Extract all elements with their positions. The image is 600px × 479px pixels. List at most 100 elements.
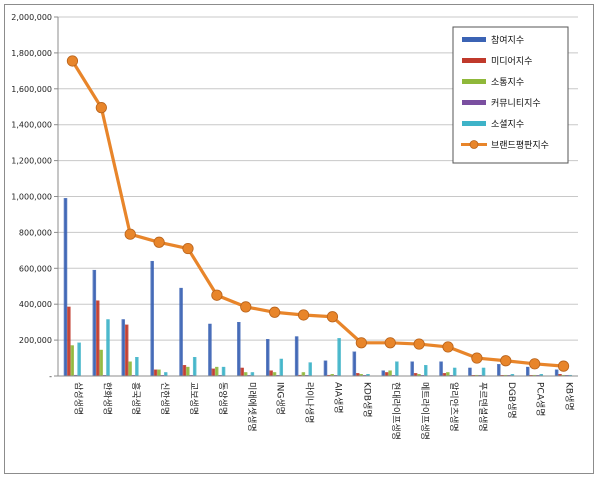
line-layer: [66, 55, 570, 372]
bar-미디어지수-동양생명: [211, 368, 216, 377]
x-category-label: 푸르덴셜생명: [477, 382, 488, 432]
legend-swatch: [462, 79, 486, 84]
bar-미디어지수-ING생명: [269, 370, 273, 377]
y-tick-label: 1,600,000: [11, 85, 52, 94]
line-point-AIA생명: [326, 311, 339, 323]
bar-미디어지수-신한생명: [153, 369, 158, 377]
legend-marker: [469, 140, 479, 149]
line-point-교보생명: [182, 242, 194, 255]
x-category-label: 한화생명: [101, 382, 112, 415]
y-tick-label: 1,000,000: [11, 193, 52, 202]
x-category-label: KB생명: [564, 382, 575, 411]
x-category-label: 교보생명: [188, 382, 199, 415]
legend-label: 미디어지수: [491, 56, 532, 67]
bar-참여지수-ING생명: [266, 339, 270, 377]
x-category-label: 삼성생명: [72, 382, 83, 415]
bar-소셜지수-동양생명: [221, 366, 226, 377]
bar-참여지수-알리안츠생명: [439, 361, 443, 377]
bar-참여지수-AIA생명: [323, 360, 328, 377]
line-point-ING생명: [269, 306, 281, 318]
bar-참여지수-KB생명: [554, 369, 559, 377]
bar-참여지수-동양생명: [208, 323, 212, 377]
bar-소셜지수-한화생명: [106, 319, 110, 377]
legend-swatch: [462, 100, 486, 105]
x-category-label: 미래에셋생명: [246, 382, 257, 432]
bar-소셜지수-현대라이프생명: [395, 361, 399, 377]
bar-참여지수-한화생명: [92, 269, 97, 377]
x-category-label: 메트라이프생명: [419, 382, 430, 440]
x-category-label: KDB생명: [361, 382, 372, 418]
legend-swatch: [462, 37, 486, 42]
bar-참여지수-KDB생명: [352, 351, 357, 377]
legend-box: [452, 26, 569, 164]
line-point-동양생명: [211, 289, 223, 301]
bar-소셜지수-AIA생명: [337, 338, 341, 377]
y-tick-label: 1,800,000: [11, 49, 52, 58]
legend-swatch: [462, 58, 486, 63]
x-category-label: DGB생명: [506, 382, 517, 419]
y-tick-label: -: [49, 372, 52, 381]
bar-미디어지수-교보생명: [182, 365, 187, 377]
bar-미디어지수-흥국생명: [124, 324, 129, 377]
line-point-신한생명: [153, 236, 165, 248]
bar-미디어지수-미래에셋생명: [240, 367, 244, 377]
y-tick-label: 400,000: [19, 300, 52, 309]
bar-소셜지수-미래에셋생명: [250, 372, 255, 377]
y-tick-label: 600,000: [19, 264, 52, 273]
line-point-KDB생명: [355, 337, 367, 349]
bar-참여지수-미래에셋생명: [237, 321, 241, 377]
legend-label: 커뮤니티지수: [491, 98, 541, 109]
line-point-PCA생명: [529, 358, 541, 370]
line-point-현대라이프생명: [384, 337, 396, 349]
bar-미디어지수-현대라이프생명: [384, 372, 389, 377]
line-point-푸르덴셜생명: [471, 352, 483, 364]
line-point-미래에셋생명: [240, 301, 252, 313]
legend-label: 브랜드평판지수: [491, 140, 549, 151]
legend-label: 소셜지수: [491, 119, 524, 130]
line-point-흥국생명: [124, 228, 136, 240]
bar-참여지수-흥국생명: [121, 319, 125, 377]
bar-참여지수-삼성생명: [63, 198, 68, 377]
bar-소셜지수-메트라이프생명: [424, 365, 428, 377]
line-point-KB생명: [557, 360, 570, 372]
line-point-삼성생명: [66, 55, 79, 67]
y-tick-label: 2,000,000: [11, 13, 52, 22]
bar-소통지수-라이나생명: [301, 372, 306, 377]
bar-소통지수-ING생명: [272, 372, 277, 377]
bar-참여지수-푸르덴셜생명: [468, 367, 472, 377]
bar-소셜지수-흥국생명: [135, 357, 139, 377]
y-tick-label: 1,200,000: [11, 157, 52, 166]
line-point-DGB생명: [500, 355, 512, 367]
bar-소통지수-미래에셋생명: [243, 372, 248, 377]
bar-소셜지수-ING생명: [279, 358, 284, 377]
line-point-라이나생명: [297, 309, 310, 321]
line-point-한화생명: [95, 102, 107, 114]
y-tick-label: 200,000: [19, 336, 52, 345]
bar-참여지수-신한생명: [150, 260, 154, 377]
y-axis-ticks: - 200,000 400,000 600,000 800,000 1,000,000 1,…: [11, 13, 58, 381]
x-category-label: ING생명: [275, 382, 286, 415]
bar-참여지수-현대라이프생명: [381, 370, 385, 377]
y-tick-label: 1,400,000: [11, 121, 52, 130]
bar-소셜지수-푸르덴셜생명: [481, 367, 486, 377]
bar-참여지수-라이나생명: [294, 336, 299, 377]
y-tick-label: 800,000: [19, 228, 52, 237]
bar-소셜지수-신한생명: [164, 372, 168, 377]
x-category-label: 현대라이프생명: [390, 382, 401, 440]
x-category-label: 신한생명: [159, 382, 170, 415]
bar-소통지수-한화생명: [99, 349, 103, 377]
bar-소셜지수-삼성생명: [77, 342, 81, 377]
x-category-label: 동양생명: [217, 382, 228, 415]
bar-소셜지수-알리안츠생명: [452, 367, 457, 377]
bar-참여지수-메트라이프생명: [410, 361, 414, 377]
x-category-label: 알리안츠생명: [448, 382, 459, 432]
bar-소통지수-교보생명: [186, 366, 190, 377]
x-category-label: AIA생명: [332, 382, 343, 414]
x-axis-labels: 삼성생명 한화생명 흥국생명 신한생명 교보생명 동양생명 미래에셋생명 ING생명 라이나생명…: [72, 382, 574, 440]
bar-미디어지수-한화생명: [96, 300, 100, 377]
x-category-label: PCA생명: [535, 382, 546, 416]
bar-소통지수-알리안츠생명: [446, 372, 450, 377]
legend-label: 소통지수: [491, 77, 524, 88]
